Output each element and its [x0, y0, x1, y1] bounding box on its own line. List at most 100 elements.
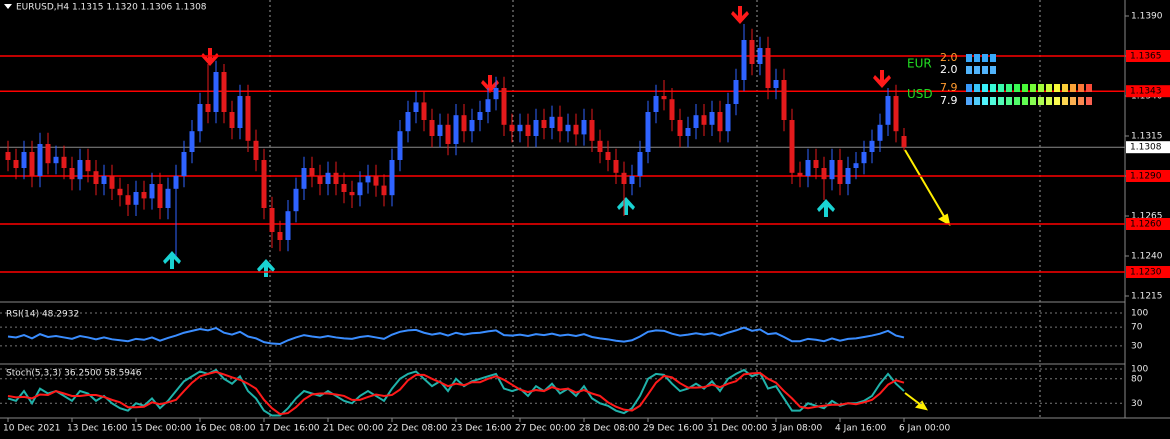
x-tick-label: 3 Jan 08:00	[771, 424, 823, 434]
candle-body	[341, 184, 347, 192]
strength-block	[966, 66, 972, 74]
candle-body	[37, 144, 43, 176]
y-tick-label: 1.1315	[1131, 132, 1163, 142]
candle-body	[45, 144, 51, 164]
candle-body	[701, 115, 707, 125]
candle-body	[421, 102, 427, 120]
candle-body	[117, 188, 123, 196]
x-tick-label: 29 Dec 16:00	[643, 424, 704, 434]
sell-arrow	[201, 6, 891, 93]
candle-body	[741, 40, 747, 80]
candle-body	[29, 152, 35, 176]
candle-body	[773, 80, 779, 88]
strength-block	[998, 84, 1004, 92]
candle-body	[709, 112, 715, 125]
strength-block	[1062, 97, 1068, 105]
candle-body	[189, 131, 195, 152]
candle-body	[213, 72, 219, 112]
candle-body	[405, 112, 411, 132]
x-tick-label: 13 Dec 16:00	[67, 424, 128, 434]
strength-block	[1070, 97, 1076, 105]
candle-body	[733, 80, 739, 104]
candle-body	[181, 152, 187, 176]
candle-body	[309, 168, 315, 176]
candle-body	[589, 120, 595, 141]
indicator-label: RSI(14) 48.2932	[6, 310, 79, 320]
strength-block	[974, 97, 980, 105]
candle-body	[677, 120, 683, 136]
candle-body	[373, 176, 379, 186]
strength-value: 2.0	[940, 51, 958, 64]
candle-body	[573, 124, 579, 135]
x-tick-label: 27 Dec 00:00	[515, 424, 576, 434]
candle-body	[829, 160, 835, 180]
strength-value: 7.9	[940, 81, 958, 94]
candle-body	[253, 140, 259, 160]
candle-body	[413, 102, 419, 112]
candle-body	[557, 116, 563, 132]
candle-body	[509, 124, 515, 132]
level-label-box	[1126, 266, 1170, 278]
candle-body	[757, 48, 763, 64]
candle-body	[461, 115, 467, 132]
current-price-label: 1.1308	[1130, 143, 1162, 153]
candle-body	[165, 188, 171, 208]
level-label: 1.1230	[1130, 268, 1162, 278]
indicator-tick-label: 80	[1131, 374, 1143, 384]
candle-body	[581, 120, 587, 135]
candle-body	[125, 195, 131, 205]
candle-body	[77, 160, 83, 180]
level-label: 1.1290	[1130, 172, 1162, 182]
candle-body	[653, 96, 659, 112]
strength-block	[1014, 84, 1020, 92]
candle-body	[805, 160, 811, 176]
strength-block	[982, 54, 988, 62]
candle-body	[853, 163, 859, 168]
y-tick-label: 1.1390	[1131, 12, 1163, 22]
strength-value: 7.9	[940, 94, 958, 107]
strength-block	[1022, 84, 1028, 92]
candle-body	[477, 112, 483, 120]
candle-body	[133, 192, 139, 205]
candle-body	[845, 168, 851, 184]
candle-body	[717, 112, 723, 132]
x-tick-label: 4 Jan 16:00	[835, 424, 887, 434]
candle-body	[381, 185, 387, 196]
indicator-label: Stoch(5,3,3) 36.2500 58.5946	[6, 369, 142, 379]
candle-body	[765, 48, 771, 88]
currency-name: EUR	[907, 57, 932, 71]
candle-body	[637, 152, 643, 176]
candle-body	[565, 124, 571, 132]
indicator-tick-label: 100	[1131, 365, 1148, 375]
candle-body	[685, 128, 691, 136]
candle-body	[629, 176, 635, 184]
x-tick-label: 17 Dec 16:00	[259, 424, 320, 434]
candle-body	[237, 96, 243, 128]
x-tick-label: 23 Dec 16:00	[451, 424, 512, 434]
candle-body	[365, 176, 371, 183]
strength-block	[1030, 84, 1036, 92]
strength-block	[990, 97, 996, 105]
candle-body	[389, 160, 395, 196]
candle-body	[397, 131, 403, 160]
currency-name: USD	[907, 87, 933, 101]
strength-block	[1014, 97, 1020, 105]
strength-block	[1038, 97, 1044, 105]
x-tick-label: 10 Dec 2021	[3, 424, 61, 434]
candle-body	[325, 172, 331, 184]
strength-block	[1086, 84, 1092, 92]
y-tick-label: 1.1265	[1131, 212, 1163, 222]
strength-block	[1046, 97, 1052, 105]
strength-value: 2.0	[940, 63, 958, 76]
candle-body	[813, 160, 819, 168]
candle-body	[349, 192, 355, 196]
candle-body	[317, 176, 323, 184]
candle-body	[493, 88, 499, 100]
x-tick-label: 15 Dec 00:00	[131, 424, 192, 434]
level-label-box	[1126, 218, 1170, 230]
candle-body	[429, 120, 435, 136]
candle-body	[605, 152, 611, 160]
candle-body	[837, 160, 843, 184]
strength-block	[982, 66, 988, 74]
